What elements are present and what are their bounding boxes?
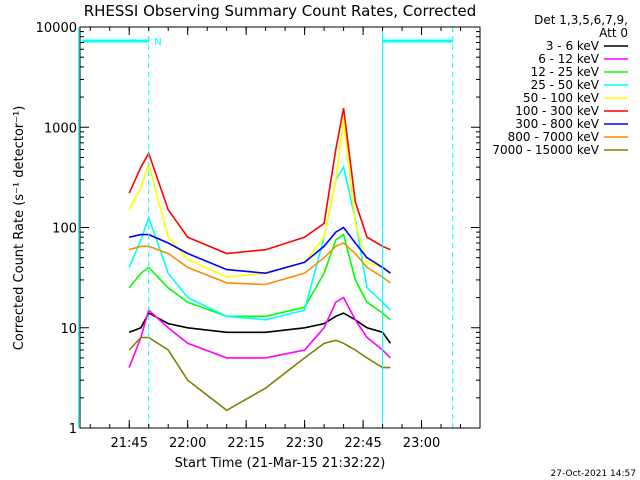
axes: 1 10 100 1000 10000 21:45 22:00 22:15 22:30 22:45… bbox=[36, 21, 481, 451]
x-tick-label-4: 22:30 bbox=[286, 436, 323, 451]
top-bar-marker-label: N bbox=[154, 37, 161, 48]
plot-frame bbox=[79, 26, 481, 429]
series-line-6 bbox=[128, 108, 391, 255]
series-line-7 bbox=[129, 226, 391, 275]
legend-label-4: 25 - 50 keV bbox=[531, 78, 600, 92]
series-line-4 bbox=[128, 165, 391, 321]
legend-label-7: 300 - 800 keV bbox=[515, 117, 599, 131]
x-tick-label-1: 21:45 bbox=[111, 436, 148, 451]
plot-area bbox=[78, 27, 454, 428]
y-tick-label-5: 10000 bbox=[36, 21, 77, 36]
legend-label-2: 6 - 12 keV bbox=[538, 52, 600, 66]
x-axis-label: Start Time (21-Mar-15 21:32:22) bbox=[175, 456, 386, 471]
legend-label-9: 7000 - 15000 keV bbox=[492, 143, 599, 157]
legend-header-line-2: Att 0 bbox=[599, 26, 628, 40]
x-tick-label-6: 23:00 bbox=[403, 436, 440, 451]
series-line-9 bbox=[128, 336, 391, 412]
series-line-2 bbox=[128, 296, 391, 368]
legend-label-6: 100 - 300 keV bbox=[515, 104, 599, 118]
series-line-3 bbox=[128, 233, 391, 321]
legend-label-3: 12 - 25 keV bbox=[531, 65, 600, 79]
legend-header-line-1: Det 1,3,5,6,7,9, bbox=[534, 13, 628, 27]
y-tick-label-3: 100 bbox=[52, 222, 77, 237]
y-tick-label-1: 1 bbox=[69, 422, 77, 437]
x-tick-label-2: 22:00 bbox=[169, 436, 206, 451]
legend-label-5: 50 - 100 keV bbox=[523, 91, 600, 105]
series-line-8 bbox=[128, 242, 391, 286]
x-tick-label-5: 22:45 bbox=[344, 436, 381, 451]
chart-title: RHESSI Observing Summary Count Rates, Co… bbox=[84, 2, 477, 20]
y-axis-label: Corrected Count Rate (s⁻¹ detector⁻¹) bbox=[12, 106, 27, 351]
footer-timestamp: 27-Oct-2021 14:57 bbox=[551, 469, 636, 479]
y-tick-label-2: 10 bbox=[60, 322, 77, 337]
y-tick-label-4: 1000 bbox=[44, 121, 77, 136]
x-tick-label-3: 22:15 bbox=[227, 436, 264, 451]
legend-label-1: 3 - 6 keV bbox=[546, 39, 600, 53]
legend-label-8: 800 - 7000 keV bbox=[508, 130, 600, 144]
